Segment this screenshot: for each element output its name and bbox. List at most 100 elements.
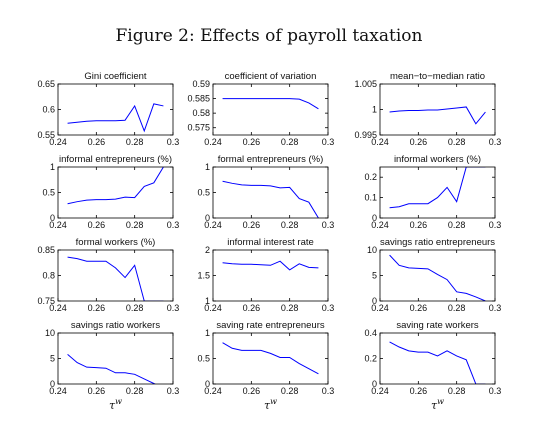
x-tick-label: 0.26 [88, 386, 106, 396]
y-tick-label: 0.5 [197, 188, 210, 198]
subplot-7: formal workers (%) 0.24 0.26 0.28 0.3 0.75 0.8… [37, 237, 179, 313]
x-tick-label: 0.3 [167, 220, 180, 230]
y-tick-label: 0.1 [364, 193, 377, 203]
y-tick-label: 0.65 [37, 79, 55, 89]
series-line [67, 354, 157, 384]
x-tick-label: 0.26 [243, 303, 261, 313]
x-tick-label: 0.28 [281, 303, 299, 313]
plot-frame [379, 83, 496, 136]
x-tick-label: 0.3 [489, 137, 502, 147]
x-tick-label: 0.26 [410, 137, 428, 147]
x-tick-label: 0.26 [243, 386, 261, 396]
series-line [67, 103, 164, 133]
plot-frame [379, 249, 496, 302]
subplot-8: informal interest rate 0.24 0.26 0.28 0.3 1 1.… [197, 237, 334, 313]
x-tick-label: 0.24 [204, 303, 222, 313]
y-tick-label: 0.58 [192, 108, 210, 118]
x-tick-label: 0.26 [410, 303, 428, 313]
series-line [67, 256, 164, 301]
x-axis-label-superscript: w [115, 397, 122, 406]
x-tick-label: 0.24 [49, 137, 67, 147]
y-tick-label: 1 [205, 296, 210, 306]
series-line [389, 254, 486, 301]
x-tick-label: 0.24 [49, 386, 67, 396]
subplot-title: mean−to−median ratio [390, 71, 485, 82]
x-tick-label: 0.28 [281, 220, 299, 230]
subplot-title: Gini coefficient [84, 71, 146, 82]
x-tick-label: 0.26 [243, 137, 261, 147]
y-tick-label: 0 [50, 213, 55, 223]
x-tick-label: 0.28 [126, 303, 144, 313]
x-tick-label: 0.26 [88, 137, 106, 147]
figure-title: Figure 2: Effects of payroll taxation [115, 26, 423, 46]
x-tick-label: 0.28 [126, 137, 144, 147]
x-axis-label: τw [264, 397, 277, 412]
x-tick-label: 0.3 [322, 303, 335, 313]
subplot-9: savings ratio entrepreneurs 0.24 0.26 0.28 0… [367, 237, 501, 313]
x-tick-label: 0.3 [322, 386, 335, 396]
x-tick-label: 0.3 [322, 220, 335, 230]
x-tick-label: 0.28 [448, 386, 466, 396]
subplot-12: saving rate workers 0.24 0.26 0.28 0.3 0 0.2 0.… [364, 320, 501, 412]
y-tick-label: 1 [372, 105, 377, 115]
plot-frame [212, 83, 329, 136]
plot-frame [57, 166, 174, 219]
x-tick-label: 0.3 [489, 303, 502, 313]
x-tick-label: 0.26 [88, 220, 106, 230]
x-axis-label-superscript: w [270, 397, 277, 406]
subplot-5: formal entrepreneurs (%) 0.24 0.26 0.28 0.3 0… [197, 154, 334, 230]
plot-frame [212, 166, 329, 219]
series-line [67, 167, 164, 205]
y-tick-label: 0.5 [197, 354, 210, 364]
x-axis-label: τw [431, 397, 444, 412]
x-tick-label: 0.26 [88, 303, 106, 313]
y-tick-label: 0.575 [187, 123, 210, 133]
plot-frame [57, 83, 174, 136]
x-tick-label: 0.28 [448, 220, 466, 230]
subplot-title: informal interest rate [227, 237, 314, 248]
x-tick-label: 0.28 [281, 386, 299, 396]
x-tick-label: 0.24 [371, 137, 389, 147]
x-tick-label: 0.3 [322, 137, 335, 147]
y-tick-label: 0 [50, 379, 55, 389]
x-tick-label: 0.24 [49, 220, 67, 230]
subplot-title: formal entrepreneurs (%) [218, 154, 324, 165]
subplot-title: informal entrepreneurs (%) [59, 154, 172, 165]
x-tick-label: 0.24 [204, 386, 222, 396]
y-tick-label: 0 [372, 213, 377, 223]
y-tick-label: 1.5 [197, 271, 210, 281]
series-line [389, 341, 486, 384]
series-line [222, 342, 319, 375]
subplot-title: coefficient of variation [225, 71, 317, 82]
y-tick-label: 10 [367, 245, 377, 255]
x-tick-label: 0.28 [448, 303, 466, 313]
x-tick-label: 0.3 [167, 137, 180, 147]
y-tick-label: 1.005 [354, 79, 377, 89]
y-tick-label: 0.585 [187, 94, 210, 104]
y-tick-label: 0.995 [354, 130, 377, 140]
subplot-1: Gini coefficient 0.24 0.26 0.28 0.3 0.55 0.6 0.… [37, 71, 179, 147]
y-tick-label: 0 [205, 379, 210, 389]
x-tick-label: 0.3 [489, 220, 502, 230]
y-tick-label: 5 [50, 354, 55, 364]
plot-frame [379, 166, 496, 219]
y-tick-label: 0.6 [42, 105, 55, 115]
subplot-title: saving rate workers [396, 320, 479, 331]
plot-frame [57, 332, 174, 385]
x-axis-label: τw [109, 397, 122, 412]
y-tick-label: 0.55 [37, 130, 55, 140]
y-tick-label: 0 [205, 213, 210, 223]
y-tick-label: 0.4 [364, 328, 377, 338]
subplot-title: formal workers (%) [76, 237, 156, 248]
x-tick-label: 0.3 [167, 303, 180, 313]
x-tick-label: 0.28 [448, 137, 466, 147]
series-line [222, 260, 319, 271]
y-tick-label: 0.2 [364, 172, 377, 182]
y-tick-label: 0.59 [192, 79, 210, 89]
x-tick-label: 0.28 [126, 386, 144, 396]
x-tick-label: 0.26 [243, 220, 261, 230]
y-tick-label: 0.5 [42, 188, 55, 198]
x-tick-label: 0.24 [204, 137, 222, 147]
x-tick-label: 0.24 [371, 220, 389, 230]
subplot-3: mean−to−median ratio 0.24 0.26 0.28 0.3 0.995… [354, 71, 501, 147]
